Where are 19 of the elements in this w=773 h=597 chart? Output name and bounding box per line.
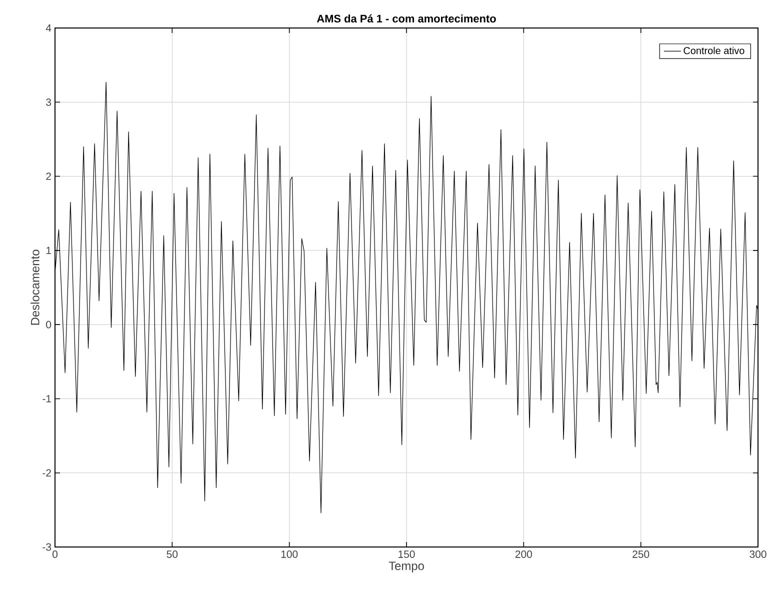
x-tick-label: 300 [750, 550, 766, 558]
x-tick-label: 50 [166, 550, 178, 558]
x-axis-title: Tempo [388, 562, 424, 572]
y-tick-label: -2 [42, 469, 51, 477]
x-tick-label: 100 [281, 550, 298, 558]
legend-label: Controle ativo [684, 46, 744, 54]
y-tick-label: 0 [46, 320, 52, 328]
y-tick-label: -3 [42, 543, 52, 551]
y-tick-label: 3 [46, 98, 52, 106]
x-tick-label: 250 [632, 550, 650, 558]
chart-title: AMS da Pá 1 - com amortecimento [316, 14, 496, 23]
x-tick-label: 200 [515, 550, 532, 558]
y-axis-title: Deslocamento [30, 250, 40, 325]
y-tick-label: 2 [46, 172, 51, 180]
y-tick-label: 4 [46, 24, 52, 32]
y-tick-label: 1 [46, 246, 51, 254]
x-tick-label: 150 [398, 550, 415, 558]
y-tick-label: -1 [42, 395, 51, 402]
x-tick-label: 0 [52, 550, 58, 558]
